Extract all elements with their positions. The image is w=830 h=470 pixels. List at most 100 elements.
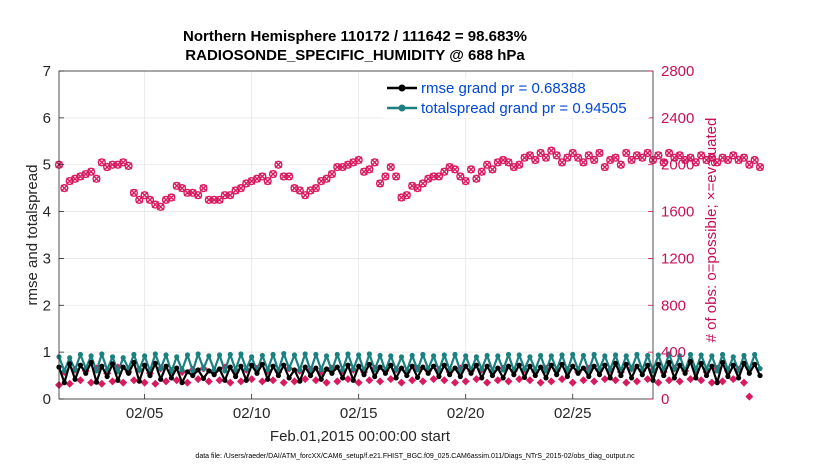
rmse-point bbox=[329, 370, 335, 376]
rmse-point bbox=[527, 363, 533, 369]
obs-possible-point bbox=[418, 179, 427, 188]
rmse-point bbox=[752, 361, 758, 367]
rmse-point bbox=[634, 363, 640, 369]
rmse-point bbox=[318, 376, 324, 382]
obs-evaluated-point bbox=[333, 377, 342, 386]
rmse-point bbox=[420, 364, 426, 370]
obs-possible-point bbox=[729, 151, 738, 160]
rmse-point bbox=[736, 375, 742, 381]
rmse-point bbox=[447, 372, 453, 378]
rmse-point bbox=[388, 362, 394, 368]
rmse-point bbox=[693, 375, 699, 381]
rmse-point bbox=[361, 372, 367, 378]
obs-possible-point bbox=[434, 172, 444, 181]
legend-totalspread-label: totalspread grand pr = 0.94505 bbox=[421, 100, 627, 117]
totalspread-point bbox=[297, 367, 303, 373]
obs-possible-point bbox=[204, 195, 213, 204]
totalspread-point bbox=[61, 368, 67, 374]
totalspread-point bbox=[398, 354, 405, 360]
plot-frame bbox=[58, 70, 654, 400]
obs-evaluated-point bbox=[461, 377, 470, 386]
rmse-point bbox=[484, 363, 490, 369]
rmse-point bbox=[714, 380, 720, 386]
rmse-point bbox=[500, 375, 506, 381]
obs-evaluated-point bbox=[119, 378, 128, 387]
x-tick-label: 02/05 bbox=[126, 405, 164, 422]
totalspread-point bbox=[206, 353, 212, 359]
totalspread-point bbox=[318, 366, 324, 373]
obs-evaluated-point bbox=[493, 376, 502, 385]
totalspread-point bbox=[238, 351, 244, 357]
rmse-point bbox=[591, 363, 597, 369]
obs-evaluated-point bbox=[632, 377, 641, 386]
obs-evaluated-point bbox=[729, 375, 738, 384]
totalspread-point bbox=[538, 352, 544, 359]
totalspread-point bbox=[559, 352, 565, 358]
rmse-point bbox=[99, 363, 105, 369]
obs-possible-cross bbox=[590, 156, 598, 164]
totalspread-point bbox=[216, 352, 223, 358]
x-tick-label: 02/10 bbox=[233, 405, 271, 422]
rmse-point bbox=[671, 375, 678, 381]
legend-rmse-label: rmse grand pr = 0.68388 bbox=[421, 80, 586, 97]
legend: rmse grand pr = 0.68388 totalspread gran… bbox=[383, 78, 649, 118]
obs-possible-point bbox=[456, 172, 465, 181]
obs-possible-point bbox=[220, 191, 229, 200]
obs-possible-point bbox=[659, 158, 668, 167]
obs-possible-point bbox=[440, 167, 449, 176]
y-right-tick-label: 400 bbox=[661, 344, 686, 361]
totalspread-point bbox=[340, 367, 346, 373]
obs-possible-point bbox=[183, 188, 192, 197]
totalspread-point bbox=[527, 354, 533, 360]
obs-possible-point bbox=[311, 184, 320, 193]
obs-possible-cross bbox=[579, 158, 588, 167]
obs-possible-cross bbox=[328, 170, 336, 178]
y-tick-label: 5 bbox=[43, 157, 51, 174]
obs-evaluated-point bbox=[515, 375, 524, 384]
obs-possible-point bbox=[483, 160, 492, 169]
totalspread-point bbox=[232, 367, 239, 373]
obs-possible-point bbox=[279, 172, 288, 181]
totalspread-point bbox=[88, 353, 94, 359]
obs-possible-point bbox=[745, 160, 754, 169]
obs-possible-cross bbox=[531, 156, 539, 164]
rmse-point bbox=[190, 372, 196, 379]
axis-ticks: 02/05 02/10 02/15 02/20 02/25 0 1 2 3 4 5 6 7 0 400 800… bbox=[43, 63, 695, 422]
totalspread-point bbox=[709, 353, 715, 359]
totalspread-point bbox=[243, 366, 249, 372]
totalspread-point bbox=[516, 352, 522, 358]
obs-possible-point bbox=[713, 158, 722, 167]
obs-possible-cross bbox=[622, 149, 630, 157]
rmse-point bbox=[158, 376, 164, 382]
obs-evaluated-point bbox=[354, 378, 363, 387]
obs-evaluated-point bbox=[408, 376, 417, 385]
obs-evaluated-point bbox=[365, 376, 374, 385]
obs-evaluated-point bbox=[429, 375, 438, 384]
series-layer bbox=[54, 146, 765, 401]
obs-possible-point bbox=[322, 174, 331, 183]
rmse-point bbox=[377, 364, 383, 370]
obs-possible-point bbox=[616, 160, 625, 169]
obs-evaluated-point bbox=[129, 376, 138, 385]
obs-possible-point bbox=[686, 153, 695, 162]
obs-possible-cross bbox=[601, 163, 609, 171]
rmse-point bbox=[281, 362, 287, 368]
totalspread-point bbox=[334, 351, 340, 358]
obs-evaluated-point bbox=[376, 377, 385, 386]
rmse-point bbox=[532, 372, 538, 379]
obs-possible-cross bbox=[392, 172, 400, 181]
obs-possible-point bbox=[557, 158, 567, 167]
obs-evaluated-point bbox=[536, 378, 545, 387]
totalspread-point bbox=[184, 352, 191, 358]
totalspread-point bbox=[388, 353, 394, 359]
obs-possible-point bbox=[177, 184, 187, 193]
obs-possible-point bbox=[488, 165, 497, 174]
rmse-point bbox=[291, 367, 298, 373]
rmse-point bbox=[538, 364, 544, 370]
totalspread-point bbox=[291, 352, 298, 358]
rmse-point bbox=[521, 374, 528, 381]
totalspread-point bbox=[259, 352, 265, 359]
obs-possible-point bbox=[375, 179, 385, 188]
totalspread-point bbox=[452, 351, 458, 358]
